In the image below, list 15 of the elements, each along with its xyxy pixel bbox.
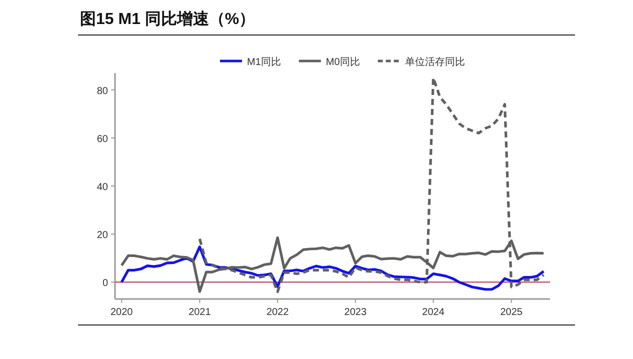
legend-label: M1同比 [247, 56, 281, 68]
x-tick-label: 2021 [188, 307, 212, 318]
legend-label: 单位活存同比 [404, 56, 465, 68]
y-tick-label: 20 [96, 230, 108, 242]
y-tick-label: 80 [96, 86, 108, 97]
x-tick-label: 2020 [110, 307, 134, 318]
y-tick-label: 0 [102, 278, 108, 290]
x-tick-label: 2022 [266, 307, 290, 318]
chart-title: 图15 M1 同比增速（%） [80, 10, 256, 28]
x-tick-label: 2024 [422, 307, 445, 318]
legend-label: M0同比 [326, 56, 360, 68]
x-tick-label: 2025 [500, 307, 523, 318]
y-tick-label: 60 [96, 134, 108, 145]
y-tick-label: 40 [96, 182, 108, 193]
x-tick-label: 2023 [344, 307, 367, 318]
